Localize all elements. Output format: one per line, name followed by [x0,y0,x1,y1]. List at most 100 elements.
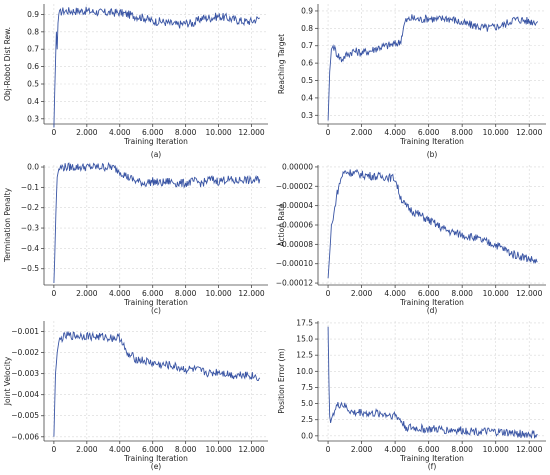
panel-caption: (e) [151,462,162,471]
series-line [327,326,538,439]
y-tick-label: 0.7 [27,45,39,54]
y-tick-label: 0.3 [301,111,313,120]
x-axis-label: Training Iteration [123,454,188,463]
x-axis-label: Training Iteration [399,137,464,146]
y-tick-label: 7.5 [301,383,313,392]
x-tick-label: 4.000 [109,128,131,137]
x-tick-label: 2.000 [351,289,373,298]
y-tick-label: −0.1 [21,183,39,192]
x-tick-label: 4.000 [384,289,406,298]
y-tick-label: −0.3 [21,224,39,233]
y-tick-label: −0.00002 [276,182,314,191]
x-tick-label: 0 [326,289,331,298]
x-tick-label: 10.000 [205,128,231,137]
x-tick-label: 0 [51,128,56,137]
chart-panel: 0 2.000 4.000 6.000 8.000 10.000 12.000 −0.001 −… [3,321,268,471]
series-line [53,6,261,128]
x-tick-label: 8.000 [175,289,197,298]
x-tick-label: 0 [51,289,56,298]
y-tick-label: −0.003 [11,369,39,378]
chart-panel: 0 2.000 4.000 6.000 8.000 10.000 12.000 0.3 0.4 0… [277,4,546,159]
chart-panel: 0 2.000 4.000 6.000 8.000 10.000 12.000 0.0 2.5 5… [277,318,546,471]
y-tick-label: 0.4 [27,97,39,106]
x-tick-label: 6.000 [142,128,164,137]
x-tick-label: 4.000 [384,445,406,454]
y-tick-label: 0.5 [301,76,313,85]
y-tick-label: −0.00010 [276,259,314,268]
x-tick-label: 6.000 [142,289,164,298]
x-tick-label: 0 [51,445,56,454]
y-tick-label: 0.6 [27,62,39,71]
x-tick-label: 4.000 [384,128,406,137]
y-tick-label: 0.8 [27,27,39,36]
panel-caption: (c) [151,306,161,315]
panel-caption: (a) [151,150,162,159]
x-tick-label: 12.000 [238,289,264,298]
y-axis-label: Action Rate [277,203,286,246]
y-tick-label: 0.00000 [282,162,313,171]
y-tick-label: −0.00004 [276,201,314,210]
x-tick-label: 8.000 [175,445,197,454]
y-tick-label: 0.9 [301,6,313,15]
x-tick-label: 12.000 [516,445,542,454]
x-tick-label: 4.000 [109,289,131,298]
y-tick-label: −0.00012 [276,279,314,288]
y-tick-label: −0.00006 [276,221,314,230]
x-tick-label: 10.000 [205,445,231,454]
series-line [53,161,261,284]
y-tick-label: 15.0 [296,335,313,344]
x-tick-label: 0 [326,445,331,454]
y-tick-label: 0.5 [27,80,39,89]
y-tick-label: −0.00008 [276,240,314,249]
y-tick-label: 2.5 [301,415,313,424]
y-tick-label: 0.0 [301,431,313,440]
panel-caption: (b) [427,150,438,159]
y-tick-label: 0.6 [301,59,313,68]
y-tick-label: −0.4 [21,244,39,253]
y-tick-label: 0.7 [301,41,313,50]
x-axis-label: Training Iteration [399,298,464,307]
y-tick-label: 17.5 [296,318,313,327]
y-axis-label: Reaching Target [277,34,286,94]
y-tick-label: −0.006 [11,432,39,441]
x-tick-label: 8.000 [451,289,473,298]
x-tick-label: 6.000 [418,289,440,298]
x-tick-label: 6.000 [418,445,440,454]
chart-panel: 0 2.000 4.000 6.000 8.000 10.000 12.000 0.00000… [276,162,546,315]
y-axis-label: Position Error (m) [277,348,286,413]
y-tick-label: −0.004 [11,390,39,399]
y-axis-label: Termination Penalty [3,187,12,263]
x-tick-label: 6.000 [418,128,440,137]
panel-caption: (d) [427,306,438,315]
x-tick-label: 10.000 [205,289,231,298]
x-tick-label: 10.000 [483,289,509,298]
x-tick-label: 2.000 [76,289,98,298]
x-tick-label: 4.000 [109,445,131,454]
x-tick-label: 0 [326,128,331,137]
x-tick-label: 6.000 [142,445,164,454]
x-tick-label: 10.000 [483,128,509,137]
x-tick-label: 12.000 [516,289,542,298]
x-tick-label: 8.000 [451,128,473,137]
x-tick-label: 2.000 [351,128,373,137]
y-tick-label: 0.3 [27,114,39,123]
y-tick-label: −0.5 [21,264,39,273]
chart-panel: 0 2.000 4.000 6.000 8.000 10.000 12.000 0.0 −0.1… [3,161,268,315]
y-tick-label: 10.0 [296,367,313,376]
x-axis-label: Training Iteration [123,137,188,146]
panel-caption: (f) [428,462,437,471]
x-axis-label: Training Iteration [399,454,464,463]
y-tick-label: −0.005 [11,411,39,420]
y-tick-label: 0.0 [27,163,39,172]
series-line [327,14,538,121]
x-tick-label: 8.000 [451,445,473,454]
x-tick-label: 8.000 [175,128,197,137]
y-tick-label: −0.002 [11,348,39,357]
y-tick-label: 5.0 [301,399,313,408]
x-tick-label: 12.000 [238,445,264,454]
y-tick-label: 0.4 [301,93,313,102]
x-tick-label: 12.000 [516,128,542,137]
series-line [53,331,261,437]
chart-panel: 0 2.000 4.000 6.000 8.000 10.000 12.000 0.3 0.4 0… [3,4,268,159]
